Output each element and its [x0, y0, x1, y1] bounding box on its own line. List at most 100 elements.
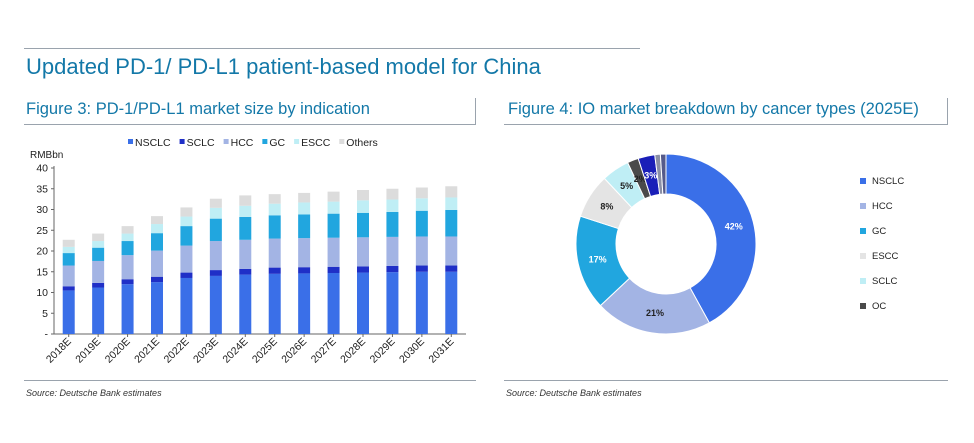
bar-escc-2021E — [151, 224, 163, 234]
bar-nsclc-2019E — [92, 287, 105, 334]
legend-item-sclc: SCLC — [179, 137, 215, 149]
x-tick-label: 2021E — [132, 336, 162, 366]
legend-swatch — [860, 178, 866, 184]
donut-data-label: 17% — [589, 254, 607, 264]
bar-gc-2028E — [357, 212, 369, 238]
bar-escc-2022E — [180, 216, 193, 227]
figure4-source-rule — [504, 380, 948, 381]
x-tick-label: 2019E — [73, 336, 103, 366]
bar-others-2025E — [268, 194, 281, 204]
bar-gc-2029E — [386, 211, 399, 237]
legend-label: HCC — [231, 137, 254, 149]
bar-escc-2019E — [92, 241, 105, 248]
figure3-title-rule — [24, 124, 476, 125]
bar-hcc-2019E — [92, 260, 105, 283]
donut-data-label: 3% — [644, 171, 657, 181]
bar-others-2018E — [62, 239, 75, 247]
bar-sclc-2029E — [386, 265, 399, 273]
header-rule — [24, 48, 640, 49]
x-tick-label: 2018E — [44, 336, 74, 366]
bar-escc-2025E — [268, 203, 281, 216]
legend-item-hcc: HCC — [223, 137, 254, 149]
legend-swatch — [860, 253, 866, 259]
bar-nsclc-2028E — [357, 272, 369, 334]
y-tick-label: 25 — [36, 225, 48, 237]
legend-swatch — [223, 139, 229, 144]
bar-sclc-2024E — [239, 268, 252, 275]
bar-gc-2022E — [180, 226, 193, 246]
legend-swatch — [262, 139, 268, 144]
bar-sclc-2026E — [298, 267, 311, 274]
bar-gc-2031E — [445, 209, 458, 237]
bar-escc-2027E — [327, 201, 340, 214]
y-tick-label: 35 — [36, 183, 48, 195]
bar-sclc-2025E — [268, 267, 281, 274]
legend-label: HCC — [872, 201, 893, 212]
bar-hcc-2024E — [239, 239, 252, 269]
y-tick-label: 30 — [36, 204, 48, 216]
legend-swatch — [179, 139, 185, 144]
bar-gc-2020E — [121, 241, 134, 256]
figure4-source: Source: Deutsche Bank estimates — [506, 388, 642, 398]
figure4-title-rule — [504, 124, 948, 125]
bar-gc-2030E — [415, 210, 428, 237]
bar-nsclc-2021E — [151, 282, 163, 334]
x-tick-label: 2020E — [103, 336, 133, 366]
bar-gc-2025E — [268, 215, 281, 239]
legend-label: GC — [872, 226, 886, 237]
x-tick-label: 2022E — [162, 336, 192, 366]
bar-sclc-2028E — [357, 266, 369, 273]
bar-escc-2024E — [239, 205, 252, 217]
legend-label: ESCC — [301, 137, 331, 149]
donut-data-label: 5% — [620, 181, 633, 191]
legend-item-nsclc: NSCLC — [128, 137, 171, 149]
figure3-title-edge — [475, 98, 476, 124]
x-tick-label: 2027E — [309, 336, 339, 366]
bar-nsclc-2031E — [445, 271, 458, 334]
x-tick-label: 2029E — [368, 336, 398, 366]
legend-label: NSCLC — [135, 137, 171, 149]
legend-item-escc: ESCC — [860, 251, 899, 262]
legend-item-gc: GC — [860, 226, 886, 237]
y-tick-label: - — [45, 329, 49, 341]
legend-label: SCLC — [187, 137, 215, 149]
legend-swatch — [860, 278, 866, 284]
bar-nsclc-2029E — [386, 272, 399, 334]
x-tick-label: 2030E — [397, 336, 427, 366]
bar-sclc-2018E — [62, 286, 75, 291]
legend-item-nsclc: NSCLC — [860, 176, 904, 187]
bar-gc-2018E — [62, 253, 75, 266]
bar-nsclc-2027E — [327, 272, 340, 334]
legend-swatch — [860, 203, 866, 209]
bar-sclc-2030E — [415, 265, 428, 272]
bar-sclc-2020E — [121, 279, 134, 285]
bar-escc-2031E — [445, 197, 458, 210]
donut-data-label: 2% — [634, 174, 647, 184]
bar-escc-2020E — [121, 233, 134, 242]
bar-gc-2027E — [327, 213, 340, 238]
bar-gc-2021E — [151, 233, 163, 251]
bar-escc-2018E — [62, 246, 75, 254]
figure3-source: Source: Deutsche Bank estimates — [26, 388, 162, 398]
donut-slice-unlabeled-8 — [659, 153, 667, 195]
bar-hcc-2031E — [445, 236, 458, 266]
figure4-title: Figure 4: IO market breakdown by cancer … — [508, 100, 919, 118]
bar-hcc-2030E — [415, 236, 428, 266]
bar-sclc-2031E — [445, 265, 458, 272]
bar-hcc-2027E — [327, 237, 340, 267]
bar-hcc-2022E — [180, 245, 193, 273]
bar-hcc-2018E — [62, 265, 75, 287]
y-axis-label: RMBbn — [30, 150, 63, 161]
bar-nsclc-2018E — [62, 290, 75, 334]
bar-nsclc-2025E — [268, 273, 281, 334]
legend-swatch — [339, 139, 345, 144]
figure4-donut-chart: 42% 21% 17% 8% 5%2%3% NSCLC HCC GC ESCC SCLC OC — [575, 153, 904, 335]
figure4-title-edge — [947, 98, 948, 124]
bar-escc-2030E — [415, 198, 428, 211]
bar-hcc-2023E — [209, 241, 222, 271]
bar-others-2023E — [209, 198, 222, 208]
bar-gc-2026E — [298, 214, 311, 239]
bar-gc-2024E — [239, 216, 252, 240]
bar-escc-2023E — [209, 207, 222, 219]
legend-label: Others — [346, 137, 378, 149]
